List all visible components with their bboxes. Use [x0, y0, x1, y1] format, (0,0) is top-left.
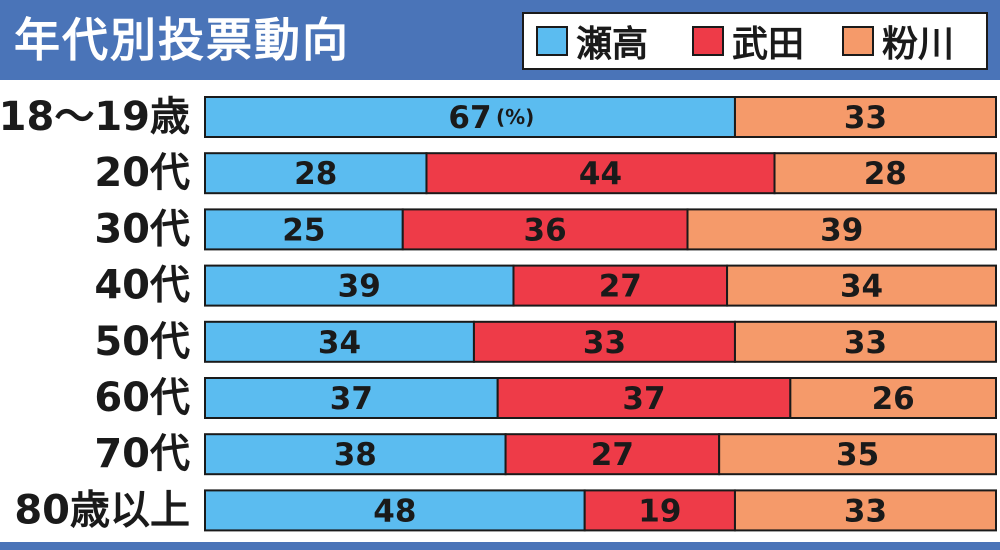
legend-item-takeda: 武田	[692, 14, 804, 68]
data-label: 34	[840, 269, 883, 305]
data-label: 33	[844, 100, 887, 136]
legend-swatch-kokawa	[842, 26, 874, 56]
data-label: 67	[448, 100, 491, 136]
category-label: 80歳以上	[14, 487, 190, 533]
legend-label-kokawa: 粉川	[882, 24, 955, 65]
unit-label: (%)	[496, 105, 534, 129]
data-label: 35	[836, 437, 879, 473]
bar-segment-setaka	[204, 264, 515, 307]
title-band: 年代別投票動向 瀬高 武田 粉川	[0, 0, 1000, 80]
data-label: 25	[282, 212, 325, 248]
bar-segment-setaka	[204, 377, 499, 419]
bar-segment-kokawa	[773, 152, 998, 195]
legend-label-takeda: 武田	[732, 24, 805, 65]
data-label: 26	[872, 381, 915, 417]
data-label: 19	[638, 493, 681, 529]
category-label: 40代	[94, 263, 190, 309]
category-label: 18〜19歳	[0, 94, 190, 140]
data-label: 48	[373, 493, 416, 529]
legend-item-kokawa: 粉川	[842, 14, 954, 68]
footer-band	[0, 542, 1000, 550]
data-label: 34	[318, 325, 361, 361]
data-label: 33	[844, 325, 887, 361]
legend-swatch-setaka	[536, 26, 568, 56]
bar-segment-kokawa	[733, 320, 997, 363]
data-label: 36	[524, 212, 567, 248]
category-label: 70代	[94, 431, 190, 477]
category-label: 50代	[94, 319, 190, 365]
data-label: 27	[591, 437, 634, 473]
legend-label-setaka: 瀬高	[576, 24, 649, 65]
category-label: 60代	[94, 375, 190, 421]
bar-segment-takeda	[425, 152, 776, 195]
chart-title: 年代別投票動向	[14, 13, 350, 67]
bar-segment-setaka	[204, 152, 428, 195]
data-label: 39	[820, 212, 863, 248]
bar-segment-takeda	[401, 208, 689, 251]
bar-segment-kokawa	[686, 208, 997, 251]
legend-swatch-takeda	[692, 26, 724, 56]
bar-segment-kokawa	[718, 433, 998, 476]
data-label: 33	[844, 493, 887, 529]
bar-segment-kokawa	[726, 264, 997, 307]
bar-segment-kokawa	[733, 96, 997, 138]
data-label: 28	[864, 156, 907, 192]
bar-segment-kokawa	[733, 489, 997, 532]
data-label: 37	[622, 381, 665, 417]
data-label: 44	[579, 156, 622, 192]
data-label: 38	[334, 437, 377, 473]
category-label: 20代	[94, 150, 190, 196]
bar-segment-takeda	[472, 320, 736, 363]
legend: 瀬高 武田 粉川	[522, 12, 988, 70]
data-label: 27	[599, 269, 642, 305]
category-label: 30代	[94, 206, 190, 252]
bar-segment-kokawa	[789, 377, 998, 419]
data-label: 33	[583, 325, 626, 361]
legend-item-setaka: 瀬高	[536, 14, 648, 68]
data-label: 28	[294, 156, 337, 192]
bar-segment-takeda	[504, 433, 721, 476]
data-label: 37	[330, 381, 373, 417]
bar-segment-takeda	[496, 377, 792, 419]
bar-segment-takeda	[512, 264, 729, 307]
data-label: 39	[338, 269, 381, 305]
bar-segment-setaka	[204, 96, 736, 138]
